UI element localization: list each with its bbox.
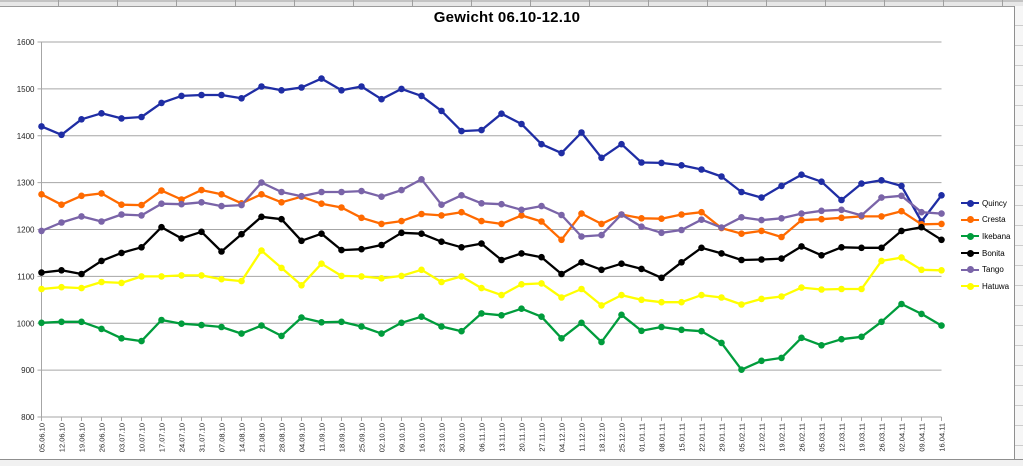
svg-text:19.06.10: 19.06.10 — [78, 423, 87, 452]
svg-text:27.11.10: 27.11.10 — [538, 423, 547, 452]
legend-item-cresta[interactable]: Cresta — [961, 212, 1010, 229]
tango-series-marker-icon — [961, 266, 979, 274]
svg-text:26.03.11: 26.03.11 — [878, 423, 887, 452]
cresta-series-marker-icon — [961, 216, 979, 224]
legend-item-hatuwa[interactable]: Hatuwa — [961, 278, 1010, 295]
svg-text:19.02.11: 19.02.11 — [778, 423, 787, 452]
svg-text:12.03.11: 12.03.11 — [838, 423, 847, 452]
svg-text:1400: 1400 — [17, 132, 35, 141]
spreadsheet-right-sliver — [1014, 6, 1023, 459]
svg-text:1300: 1300 — [17, 179, 35, 188]
svg-text:09.04.11: 09.04.11 — [918, 423, 927, 452]
svg-text:10.07.10: 10.07.10 — [138, 423, 147, 452]
legend-item-ikebana[interactable]: Ikebana — [961, 228, 1010, 245]
svg-text:26.06.10: 26.06.10 — [98, 423, 107, 452]
svg-text:07.08.10: 07.08.10 — [218, 423, 227, 452]
svg-text:19.03.11: 19.03.11 — [858, 423, 867, 452]
legend-label-cresta: Cresta — [982, 215, 1006, 225]
legend-label-quincy: Quincy — [982, 198, 1007, 208]
svg-text:02.10.10: 02.10.10 — [378, 423, 387, 452]
spreadsheet-bottom-strip — [0, 459, 1023, 466]
svg-text:02.04.11: 02.04.11 — [898, 423, 907, 452]
hatuwa-series-marker-icon — [961, 282, 979, 290]
legend-item-bonita[interactable]: Bonita — [961, 245, 1010, 262]
svg-text:1100: 1100 — [17, 272, 35, 281]
svg-text:12.06.10: 12.06.10 — [58, 423, 67, 452]
svg-text:20.11.10: 20.11.10 — [518, 423, 527, 452]
svg-text:22.01.11: 22.01.11 — [698, 423, 707, 452]
legend-label-hatuwa: Hatuwa — [982, 281, 1010, 291]
legend-label-bonita: Bonita — [982, 248, 1005, 258]
svg-text:1500: 1500 — [17, 85, 35, 94]
svg-text:1600: 1600 — [17, 38, 35, 47]
svg-text:08.01.11: 08.01.11 — [658, 423, 667, 452]
legend-item-tango[interactable]: Tango — [961, 261, 1010, 278]
svg-text:28.08.10: 28.08.10 — [278, 423, 287, 452]
svg-text:1000: 1000 — [17, 319, 35, 328]
svg-text:11.09.10: 11.09.10 — [318, 423, 327, 452]
svg-text:29.01.11: 29.01.11 — [718, 423, 727, 452]
svg-text:30.10.10: 30.10.10 — [458, 423, 467, 452]
svg-text:05.03.11: 05.03.11 — [818, 423, 827, 452]
svg-text:03.07.10: 03.07.10 — [118, 423, 127, 452]
legend-item-quincy[interactable]: Quincy — [961, 195, 1010, 212]
svg-text:31.07.10: 31.07.10 — [198, 423, 207, 452]
legend-label-ikebana: Ikebana — [982, 231, 1011, 241]
svg-text:14.08.10: 14.08.10 — [238, 423, 247, 452]
svg-text:15.01.11: 15.01.11 — [678, 423, 687, 452]
svg-text:16.10.10: 16.10.10 — [418, 423, 427, 452]
ikebana-series-marker-icon — [961, 232, 979, 240]
svg-text:24.07.10: 24.07.10 — [178, 423, 187, 452]
svg-text:11.12.10: 11.12.10 — [578, 423, 587, 452]
svg-text:23.10.10: 23.10.10 — [438, 423, 447, 452]
svg-text:18.12.10: 18.12.10 — [598, 423, 607, 452]
svg-text:05.02.11: 05.02.11 — [738, 423, 747, 452]
svg-text:04.09.10: 04.09.10 — [298, 423, 307, 452]
svg-text:18.09.10: 18.09.10 — [338, 423, 347, 452]
svg-text:25.09.10: 25.09.10 — [358, 423, 367, 452]
svg-text:05.06.10: 05.06.10 — [38, 423, 47, 452]
chart-title[interactable]: Gewicht 06.10-12.10 — [433, 9, 581, 26]
svg-text:21.08.10: 21.08.10 — [258, 423, 267, 452]
spreadsheet-top-strip — [0, 0, 1023, 7]
svg-text:13.11.10: 13.11.10 — [498, 423, 507, 452]
svg-text:16.04.11: 16.04.11 — [938, 423, 947, 452]
svg-text:26.02.11: 26.02.11 — [798, 423, 807, 452]
svg-text:25.12.10: 25.12.10 — [618, 423, 627, 452]
chart-plot[interactable]: 800 900 1000 1100 1200 1300 1400 1500 1600 05.06.… — [0, 0, 1014, 459]
svg-text:12.02.11: 12.02.11 — [758, 423, 767, 452]
svg-text:1200: 1200 — [17, 226, 35, 235]
chart-legend[interactable]: Quincy Cresta Ikebana Bonita Tango Hatuw… — [961, 195, 1010, 295]
legend-label-tango: Tango — [982, 265, 1004, 275]
svg-text:09.10.10: 09.10.10 — [398, 423, 407, 452]
svg-text:900: 900 — [21, 366, 35, 375]
svg-text:04.12.10: 04.12.10 — [558, 423, 567, 452]
svg-text:800: 800 — [21, 413, 35, 422]
bonita-series-marker-icon — [961, 249, 979, 257]
svg-text:01.01.11: 01.01.11 — [638, 423, 647, 452]
svg-text:17.07.10: 17.07.10 — [158, 423, 167, 452]
svg-text:06.11.10: 06.11.10 — [478, 423, 487, 452]
quincy-series-marker-icon — [961, 199, 979, 207]
